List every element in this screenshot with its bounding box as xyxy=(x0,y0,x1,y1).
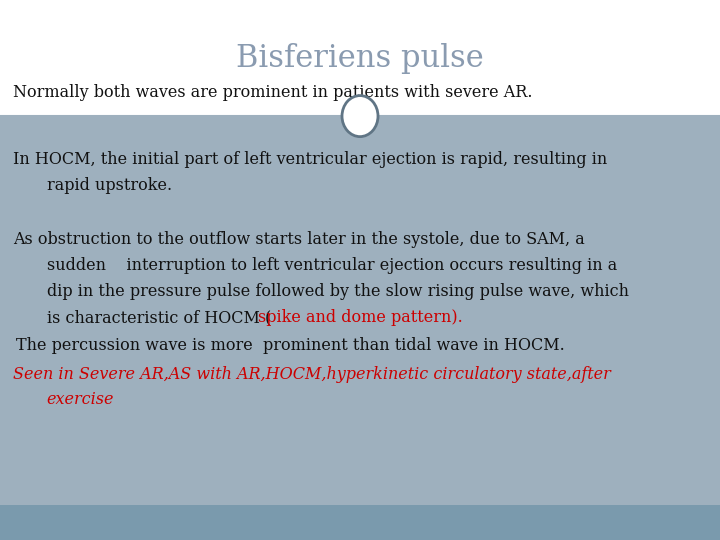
Ellipse shape xyxy=(342,96,378,137)
Text: Normally both waves are prominent in patients with severe AR.: Normally both waves are prominent in pat… xyxy=(13,84,533,100)
Text: dip in the pressure pulse followed by the slow rising pulse wave, which: dip in the pressure pulse followed by th… xyxy=(47,283,629,300)
Text: Bisferiens pulse: Bisferiens pulse xyxy=(236,43,484,73)
FancyBboxPatch shape xyxy=(0,116,720,505)
Text: The percussion wave is more  prominent than tidal wave in HOCM.: The percussion wave is more prominent th… xyxy=(16,338,564,354)
FancyBboxPatch shape xyxy=(0,0,720,116)
Text: Seen in Severe AR,AS with AR,HOCM,hyperkinetic circulatory state,after: Seen in Severe AR,AS with AR,HOCM,hyperk… xyxy=(13,366,611,382)
FancyBboxPatch shape xyxy=(0,505,720,540)
Text: rapid upstroke.: rapid upstroke. xyxy=(47,177,172,194)
Text: exercise: exercise xyxy=(47,392,114,408)
Text: As obstruction to the outflow starts later in the systole, due to SAM, a: As obstruction to the outflow starts lat… xyxy=(13,231,585,248)
Text: is characteristic of HOCM (: is characteristic of HOCM ( xyxy=(47,309,276,326)
Text: In HOCM, the initial part of left ventricular ejection is rapid, resulting in: In HOCM, the initial part of left ventri… xyxy=(13,151,607,168)
Text: spike and dome pattern).: spike and dome pattern). xyxy=(258,309,463,326)
Text: sudden    interruption to left ventricular ejection occurs resulting in a: sudden interruption to left ventricular … xyxy=(47,257,617,274)
